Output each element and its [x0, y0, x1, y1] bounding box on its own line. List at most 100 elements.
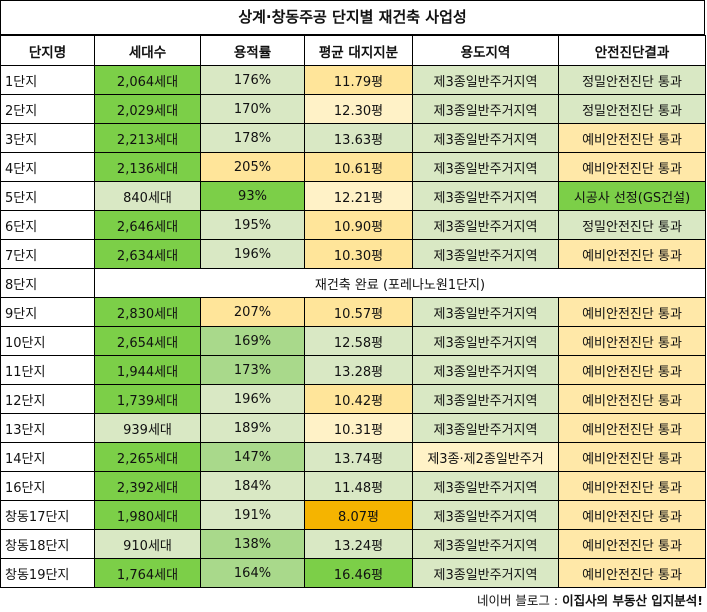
- header-safety: 안전진단결과: [558, 35, 706, 66]
- row-households: 2,136세대: [94, 152, 201, 182]
- row-name: 6단지: [0, 210, 95, 240]
- row-zone: 제3종일반주거지역: [412, 355, 559, 385]
- header-row: 단지명 세대수 용적률 평균 대지지분 용도지역 안전진단결과: [0, 35, 706, 66]
- table-row: 11단지 1,944세대 173% 13.28평 제3종일반주거지역 예비안전진…: [0, 355, 706, 385]
- table-row: 3단지 2,213세대 178% 13.63평 제3종일반주거지역 예비안전진단…: [0, 123, 706, 153]
- row-merged-note: 재건축 완료 (포레나노원1단지): [94, 268, 706, 298]
- table-row: 창동17단지 1,980세대 191% 8.07평 제3종일반주거지역 예비안전…: [0, 500, 706, 530]
- row-far: 178%: [200, 123, 305, 153]
- table-row: 1단지 2,064세대 176% 11.79평 제3종일반주거지역 정밀안전진단…: [0, 65, 706, 95]
- row-households: 2,265세대: [94, 442, 201, 472]
- row-safety: 정밀안전진단 통과: [558, 94, 706, 124]
- row-far: 195%: [200, 210, 305, 240]
- row-households: 2,646세대: [94, 210, 201, 240]
- footer-prefix: 네이버 블로그 :: [476, 593, 563, 608]
- row-name: 창동18단지: [0, 529, 95, 559]
- row-far: 205%: [200, 152, 305, 182]
- row-land-share: 8.07평: [304, 500, 413, 530]
- row-zone: 제3종일반주거지역: [412, 413, 559, 443]
- row-safety: 예비안전진단 통과: [558, 529, 706, 559]
- row-safety: 예비안전진단 통과: [558, 152, 706, 182]
- row-land-share: 10.57평: [304, 297, 413, 327]
- row-land-share: 10.42평: [304, 384, 413, 414]
- table-row: 16단지 2,392세대 184% 11.48평 제3종일반주거지역 예비안전진…: [0, 471, 706, 501]
- row-zone: 제3종일반주거지역: [412, 152, 559, 182]
- row-zone: 제3종일반주거지역: [412, 384, 559, 414]
- row-households: 910세대: [94, 529, 201, 559]
- row-land-share: 13.74평: [304, 442, 413, 472]
- table-row: 8단지 재건축 완료 (포레나노원1단지): [0, 268, 706, 298]
- row-zone: 제3종·제2종일반주거: [412, 442, 559, 472]
- table-row: 10단지 2,654세대 169% 12.58평 제3종일반주거지역 예비안전진…: [0, 326, 706, 356]
- row-name: 1단지: [0, 65, 95, 95]
- row-safety: 정밀안전진단 통과: [558, 210, 706, 240]
- row-far: 169%: [200, 326, 305, 356]
- row-name: 16단지: [0, 471, 95, 501]
- table-row: 9단지 2,830세대 207% 10.57평 제3종일반주거지역 예비안전진단…: [0, 297, 706, 327]
- row-households: 1,764세대: [94, 558, 201, 588]
- footer-credit: 네이버 블로그 : 이집사의 부동산 입지분석!: [477, 590, 703, 609]
- row-zone: 제3종일반주거지역: [412, 94, 559, 124]
- row-safety: 정밀안전진단 통과: [558, 65, 706, 95]
- row-name: 13단지: [0, 413, 95, 443]
- row-land-share: 10.61평: [304, 152, 413, 182]
- table-row: 창동18단지 910세대 138% 13.24평 제3종일반주거지역 예비안전진…: [0, 529, 706, 559]
- row-land-share: 10.90평: [304, 210, 413, 240]
- row-far: 176%: [200, 65, 305, 95]
- row-name: 14단지: [0, 442, 95, 472]
- row-households: 2,654세대: [94, 326, 201, 356]
- row-name: 창동19단지: [0, 558, 95, 588]
- table-row: 6단지 2,646세대 195% 10.90평 제3종일반주거지역 정밀안전진단…: [0, 210, 706, 240]
- row-safety: 예비안전진단 통과: [558, 442, 706, 472]
- page-title: 상계·창동주공 단지별 재건축 사업성: [0, 0, 705, 35]
- row-safety: 예비안전진단 통과: [558, 413, 706, 443]
- header-land-share: 평균 대지지분: [304, 35, 413, 66]
- row-far: 138%: [200, 529, 305, 559]
- row-name: 12단지: [0, 384, 95, 414]
- row-far: 164%: [200, 558, 305, 588]
- row-safety: 예비안전진단 통과: [558, 500, 706, 530]
- header-far: 용적률: [200, 35, 305, 66]
- row-households: 2,634세대: [94, 239, 201, 269]
- row-land-share: 10.30평: [304, 239, 413, 269]
- row-far: 173%: [200, 355, 305, 385]
- row-safety: 예비안전진단 통과: [558, 123, 706, 153]
- row-land-share: 12.30평: [304, 94, 413, 124]
- row-name: 2단지: [0, 94, 95, 124]
- row-name: 창동17단지: [0, 500, 95, 530]
- row-zone: 제3종일반주거지역: [412, 239, 559, 269]
- row-zone: 제3종일반주거지역: [412, 123, 559, 153]
- row-households: 1,980세대: [94, 500, 201, 530]
- header-households: 세대수: [94, 35, 201, 66]
- row-households: 2,213세대: [94, 123, 201, 153]
- row-households: 1,739세대: [94, 384, 201, 414]
- row-name: 10단지: [0, 326, 95, 356]
- row-households: 2,064세대: [94, 65, 201, 95]
- row-far: 170%: [200, 94, 305, 124]
- row-safety: 시공사 선정(GS건설): [558, 181, 706, 211]
- row-zone: 제3종일반주거지역: [412, 500, 559, 530]
- table-row: 창동19단지 1,764세대 164% 16.46평 제3종일반주거지역 예비안…: [0, 558, 706, 588]
- row-zone: 제3종일반주거지역: [412, 181, 559, 211]
- row-safety: 예비안전진단 통과: [558, 558, 706, 588]
- row-zone: 제3종일반주거지역: [412, 471, 559, 501]
- row-name: 4단지: [0, 152, 95, 182]
- table-row: 12단지 1,739세대 196% 10.42평 제3종일반주거지역 예비안전진…: [0, 384, 706, 414]
- row-land-share: 10.31평: [304, 413, 413, 443]
- row-households: 840세대: [94, 181, 201, 211]
- row-land-share: 11.48평: [304, 471, 413, 501]
- redevelopment-table: 단지명 세대수 용적률 평균 대지지분 용도지역 안전진단결과 1단지 2,06…: [0, 35, 706, 588]
- table-row: 5단지 840세대 93% 12.21평 제3종일반주거지역 시공사 선정(GS…: [0, 181, 706, 211]
- row-far: 189%: [200, 413, 305, 443]
- row-land-share: 12.21평: [304, 181, 413, 211]
- row-far: 196%: [200, 239, 305, 269]
- table-row: 7단지 2,634세대 196% 10.30평 제3종일반주거지역 예비안전진단…: [0, 239, 706, 269]
- row-zone: 제3종일반주거지역: [412, 297, 559, 327]
- row-safety: 예비안전진단 통과: [558, 239, 706, 269]
- row-far: 191%: [200, 500, 305, 530]
- row-name: 3단지: [0, 123, 95, 153]
- row-households: 2,830세대: [94, 297, 201, 327]
- row-far: 184%: [200, 471, 305, 501]
- row-households: 2,029세대: [94, 94, 201, 124]
- row-zone: 제3종일반주거지역: [412, 529, 559, 559]
